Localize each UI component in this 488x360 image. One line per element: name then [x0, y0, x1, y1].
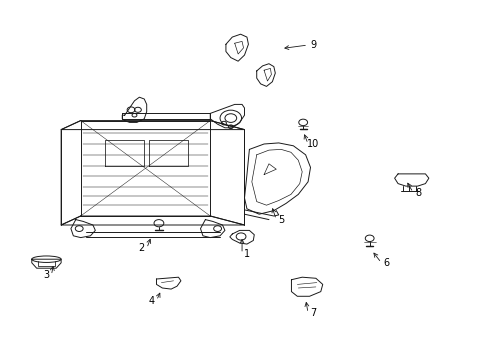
Text: 4: 4	[148, 296, 154, 306]
Text: 6: 6	[383, 258, 388, 268]
Text: 7: 7	[309, 308, 315, 318]
Text: 8: 8	[414, 188, 420, 198]
Text: 1: 1	[244, 249, 249, 259]
Text: 10: 10	[306, 139, 319, 149]
Text: 5: 5	[278, 215, 284, 225]
Text: 2: 2	[139, 243, 144, 253]
Text: 3: 3	[43, 270, 49, 280]
Text: 9: 9	[309, 40, 315, 50]
